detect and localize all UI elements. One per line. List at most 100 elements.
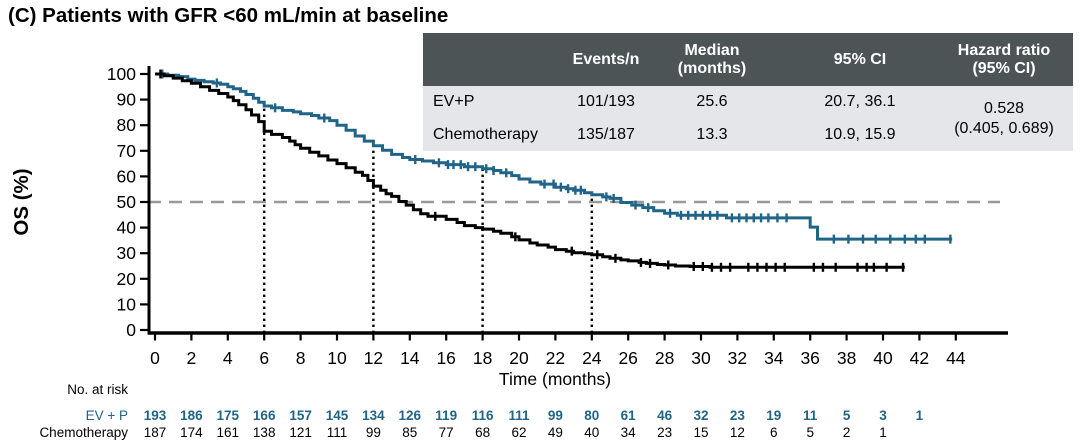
table-row-chemo-name: Chemotherapy (423, 118, 555, 151)
at-risk-count: 80 (584, 408, 599, 423)
at-risk-count: 138 (253, 425, 276, 440)
at-risk-count: 157 (289, 408, 312, 423)
at-risk-count: 145 (326, 408, 349, 423)
survival-curve-chemotherapy (155, 72, 905, 269)
x-axis-tick-label: 34 (764, 348, 784, 368)
hazard-ratio-value: 0.528 (983, 99, 1025, 117)
table-row-ev-p-events: 101/193 (555, 86, 657, 118)
at-risk-count: 49 (548, 425, 563, 440)
at-risk-count: 46 (657, 408, 673, 423)
hazard-ratio-cell: 0.528 (0.405, 0.689) (935, 86, 1073, 151)
survival-curve-ev-p (155, 72, 953, 241)
at-risk-count: 134 (362, 408, 385, 423)
summary-stats-table: Events/n Median (months) 95% CI Hazard r… (423, 33, 1073, 151)
at-risk-label-chemotherapy: Chemotherapy (39, 425, 128, 440)
table-header-median: Median (months) (657, 33, 767, 86)
at-risk-count: 15 (693, 425, 708, 440)
y-axis-tick-label: 20 (117, 269, 137, 289)
x-axis-tick-label: 24 (582, 348, 602, 368)
x-axis-tick-label: 14 (400, 348, 420, 368)
x-axis-tick-label: 28 (655, 348, 674, 368)
at-risk-count: 5 (843, 408, 851, 423)
y-axis-tick-label: 40 (117, 218, 137, 238)
x-axis-tick-label: 16 (436, 348, 455, 368)
at-risk-count: 5 (806, 425, 814, 440)
at-risk-count: 32 (693, 408, 708, 423)
x-axis-tick-label: 18 (473, 348, 492, 368)
y-axis-tick-label: 60 (117, 166, 137, 186)
table-row-ev-p-name: EV+P (423, 86, 555, 118)
x-axis-tick-label: 26 (618, 348, 637, 368)
at-risk-count: 40 (584, 425, 599, 440)
y-axis-tick-label: 80 (117, 115, 137, 135)
table-row-chemo-median: 13.3 (657, 118, 767, 151)
at-risk-count: 187 (144, 425, 167, 440)
table-row-ev-p-ci: 20.7, 36.1 (767, 86, 935, 118)
x-axis-tick-label: 2 (187, 348, 197, 368)
y-axis-tick-label: 0 (126, 320, 136, 340)
x-axis-tick-label: 44 (946, 348, 966, 368)
at-risk-count: 119 (435, 408, 457, 423)
at-risk-count: 121 (289, 425, 312, 440)
x-axis-tick-label: 42 (910, 348, 929, 368)
at-risk-count: 85 (402, 425, 417, 440)
at-risk-count: 11 (803, 408, 818, 423)
at-risk-count: 1 (916, 408, 924, 423)
table-header-events-n: Events/n (555, 33, 657, 86)
table-header-95ci: 95% CI (767, 33, 935, 86)
x-axis-tick-label: 8 (296, 348, 306, 368)
at-risk-count: 99 (548, 408, 563, 423)
at-risk-count: 174 (180, 425, 203, 440)
at-risk-heading: No. at risk (67, 382, 128, 397)
x-axis-tick-label: 38 (837, 348, 856, 368)
table-row-chemo-ci: 10.9, 15.9 (767, 118, 935, 151)
x-axis-tick-label: 20 (509, 348, 529, 368)
at-risk-count: 23 (657, 425, 672, 440)
at-risk-count: 161 (217, 425, 240, 440)
x-axis-tick-label: 0 (150, 348, 160, 368)
at-risk-count: 175 (217, 408, 240, 423)
at-risk-count: 1 (879, 425, 887, 440)
x-axis-tick-label: 22 (546, 348, 565, 368)
at-risk-count: 116 (472, 408, 494, 423)
y-axis-tick-label: 30 (117, 243, 137, 263)
at-risk-count: 186 (180, 408, 203, 423)
x-axis-tick-label: 30 (691, 348, 711, 368)
at-risk-count: 126 (399, 408, 422, 423)
at-risk-count: 62 (511, 425, 526, 440)
y-axis-title: OS (%) (10, 168, 33, 235)
y-axis-tick-label: 50 (117, 192, 137, 212)
y-axis-tick-label: 10 (117, 294, 137, 314)
page-title: (C) Patients with GFR <60 mL/min at base… (8, 4, 449, 27)
y-axis-tick-label: 70 (117, 141, 137, 161)
x-axis-tick-label: 36 (800, 348, 819, 368)
at-risk-count: 77 (439, 425, 454, 440)
at-risk-count: 3 (879, 408, 887, 423)
at-risk-count: 193 (144, 408, 167, 423)
at-risk-count: 166 (253, 408, 276, 423)
y-axis-tick-label: 90 (117, 90, 137, 110)
at-risk-count: 6 (770, 425, 778, 440)
x-axis-tick-label: 10 (327, 348, 347, 368)
table-header-hazard-ratio: Hazard ratio (95% CI) (935, 33, 1073, 86)
at-risk-count: 12 (730, 425, 745, 440)
at-risk-count: 111 (327, 425, 348, 440)
x-axis-tick-label: 4 (223, 348, 233, 368)
y-axis-tick-label: 100 (107, 64, 136, 84)
at-risk-count: 2 (843, 425, 851, 440)
x-axis-tick-label: 40 (873, 348, 893, 368)
at-risk-label-ev-p: EV + P (86, 408, 128, 423)
table-header-blank (423, 33, 555, 86)
hazard-ratio-ci: (0.405, 0.689) (954, 119, 1054, 137)
at-risk-count: 23 (730, 408, 746, 423)
at-risk-count: 19 (766, 408, 781, 423)
x-axis-tick-label: 12 (364, 348, 383, 368)
x-axis-tick-label: 32 (728, 348, 747, 368)
table-row-chemo-events: 135/187 (555, 118, 657, 151)
at-risk-count: 68 (475, 425, 490, 440)
at-risk-count: 111 (508, 408, 530, 423)
at-risk-count: 34 (621, 425, 637, 440)
table-row-ev-p-median: 25.6 (657, 86, 767, 118)
